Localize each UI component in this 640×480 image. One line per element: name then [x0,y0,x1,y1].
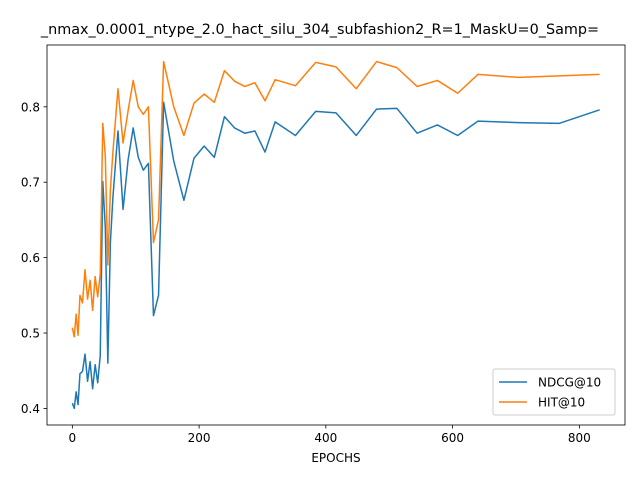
legend: NDCG@10 HIT@10 [492,368,616,416]
y-tick-label: 0.4 [21,402,40,416]
legend-box [492,368,616,416]
series-line-0 [71,101,600,410]
x-tick-label: 600 [441,431,464,445]
x-tick-label: 200 [188,431,211,445]
x-axis-label: EPOCHS [311,451,360,465]
chart-title: _nmax_0.0001_ntype_2.0_hact_silu_304_sub… [40,22,599,38]
y-tick-label: 0.7 [21,176,40,190]
y-axis: 0.4 0.5 0.6 0.7 0.8 [21,100,47,416]
x-tick-label: 800 [568,431,591,445]
plot-frame [46,44,626,426]
plot-lines [71,60,600,410]
x-tick-label: 400 [314,431,337,445]
x-axis: 0 200 400 600 800 [69,425,591,445]
x-tick-label: 0 [69,431,77,445]
y-tick-label: 0.6 [21,251,40,265]
legend-label: HIT@10 [538,396,585,410]
y-tick-label: 0.8 [21,100,40,114]
y-tick-label: 0.5 [21,327,40,341]
series-line-1 [71,60,600,338]
legend-label: NDCG@10 [538,376,601,390]
